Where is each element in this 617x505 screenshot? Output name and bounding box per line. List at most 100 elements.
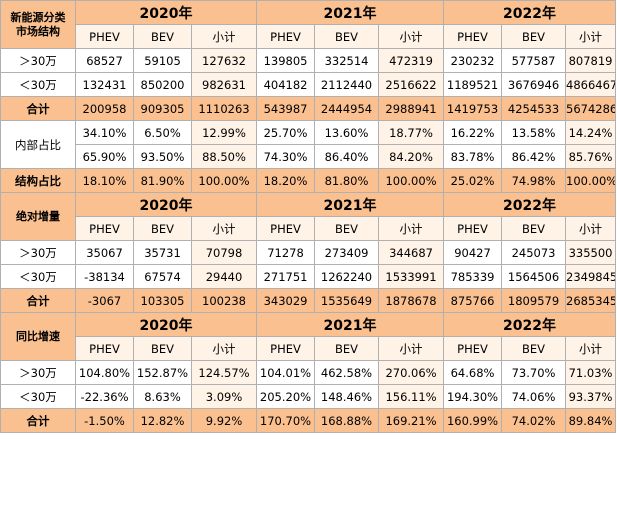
col-label-bev: BEV (314, 24, 380, 49)
table-cell: 18.10% (75, 168, 134, 193)
total-row: 合计 -1.50% 12.82% 9.92% 170.70% 168.88% 1… (0, 408, 617, 433)
year-2021-header: 2021年 (256, 0, 445, 25)
subtotal-cell: 2516622 (378, 72, 445, 97)
section1-corner-line2: 市场结构 (16, 24, 60, 38)
table-row: ＞30万 35067 35731 70798 71278 273409 3446… (0, 240, 617, 265)
col-label-subtotal: 小计 (565, 336, 617, 361)
table-cell: 2112440 (314, 72, 380, 97)
subtotal-cell: 12.99% (190, 120, 258, 145)
col-label-subtotal: 小计 (190, 336, 258, 361)
table-cell: 25.02% (443, 168, 503, 193)
col-label-phev: PHEV (443, 216, 503, 241)
table-cell: 132431 (75, 72, 134, 97)
table-cell: 2444954 (314, 96, 380, 121)
table-cell: 81.80% (314, 168, 380, 193)
col-label-bev: BEV (133, 336, 192, 361)
table-cell: 850200 (133, 72, 192, 97)
row-label: 合计 (0, 408, 76, 433)
col-label-phev: PHEV (443, 24, 503, 49)
col-label-bev: BEV (501, 336, 567, 361)
table-cell: 160.99% (443, 408, 503, 433)
subtotal-cell: 29440 (190, 264, 258, 289)
subtotal-cell: 270.06% (378, 360, 445, 385)
col-label-subtotal: 小计 (378, 336, 445, 361)
table-cell: 104.80% (75, 360, 134, 385)
section1-year-row: 新能源分类 市场结构 2020年 2021年 2022年 (0, 0, 617, 49)
table-cell: 139805 (256, 48, 316, 73)
col-label-phev: PHEV (256, 24, 316, 49)
table-cell: 343029 (256, 288, 316, 313)
market-structure-table: 新能源分类 市场结构 2020年 2021年 2022年 PHEV BEV 小计… (0, 0, 617, 433)
table-cell: 12.82% (133, 408, 192, 433)
table-cell: 74.02% (501, 408, 567, 433)
table-cell: 1535649 (314, 288, 380, 313)
table-cell: 170.70% (256, 408, 316, 433)
subtotal-cell: 335500 (565, 240, 617, 265)
table-cell: 13.60% (314, 120, 380, 145)
col-label-bev: BEV (501, 24, 567, 49)
table-cell: 404182 (256, 72, 316, 97)
table-cell: 148.46% (314, 384, 380, 409)
table-cell: 245073 (501, 240, 567, 265)
table-cell: -22.36% (75, 384, 134, 409)
table-cell: 71278 (256, 240, 316, 265)
table-cell: 785339 (443, 264, 503, 289)
table-cell: 34.10% (75, 120, 134, 145)
subtotal-cell: 124.57% (190, 360, 258, 385)
subtotal-cell: 84.20% (378, 144, 445, 169)
col-label-subtotal: 小计 (378, 24, 445, 49)
table-cell: 74.30% (256, 144, 316, 169)
subtotal-cell: 4866467 (565, 72, 617, 97)
table-cell: 3676946 (501, 72, 567, 97)
col-label-subtotal: 小计 (190, 216, 258, 241)
table-cell: 83.78% (443, 144, 503, 169)
table-cell: 205.20% (256, 384, 316, 409)
table-row: ＜30万 -38134 67574 29440 271751 1262240 1… (0, 264, 617, 289)
table-cell: 59105 (133, 48, 192, 73)
col-label-subtotal: 小计 (565, 216, 617, 241)
table-row: ＞30万 104.80% 152.87% 124.57% 104.01% 462… (0, 360, 617, 385)
table-cell: 8.63% (133, 384, 192, 409)
col-label-bev: BEV (314, 336, 380, 361)
table-row: ＞30万 68527 59105 127632 139805 332514 47… (0, 48, 617, 73)
table-cell: 100.00% (378, 168, 445, 193)
subtotal-cell: 70798 (190, 240, 258, 265)
table-cell: 271751 (256, 264, 316, 289)
table-cell: 25.70% (256, 120, 316, 145)
row-label: ＞30万 (0, 360, 76, 385)
table-cell: 1110263 (190, 96, 258, 121)
subtotal-cell: 93.37% (565, 384, 617, 409)
section3-corner-label: 同比增速 (0, 312, 76, 361)
table-row: ＜30万 132431 850200 982631 404182 2112440… (0, 72, 617, 97)
section2-year-row: 绝对增量 2020年 2021年 2022年 (0, 192, 617, 241)
total-row: 合计 -3067 103305 100238 343029 1535649 18… (0, 288, 617, 313)
table-cell: 577587 (501, 48, 567, 73)
table-cell: 169.21% (378, 408, 445, 433)
subtotal-cell: 127632 (190, 48, 258, 73)
year-2020-header: 2020年 (74, 312, 258, 337)
table-row: 内部占比 34.10% 6.50% 12.99% 25.70% 13.60% 1… (0, 120, 617, 169)
subtotal-cell: 85.76% (565, 144, 617, 169)
row-label: 合计 (0, 96, 76, 121)
row-label: 结构占比 (0, 168, 76, 193)
subtotal-cell: 2349845 (565, 264, 617, 289)
table-cell: 35067 (75, 240, 134, 265)
table-cell: 89.84% (565, 408, 617, 433)
table-cell: 100.00% (565, 168, 617, 193)
year-2020-header: 2020年 (74, 0, 258, 25)
section2-corner-label: 绝对增量 (0, 192, 76, 241)
table-cell: 100238 (190, 288, 258, 313)
subtotal-cell: 472319 (378, 48, 445, 73)
table-cell: 4254533 (501, 96, 567, 121)
subtotal-cell: 71.03% (565, 360, 617, 385)
table-cell: 332514 (314, 48, 380, 73)
subtotal-cell: 3.09% (190, 384, 258, 409)
table-cell: 909305 (133, 96, 192, 121)
table-cell: 100.00% (190, 168, 258, 193)
table-cell: 6.50% (133, 120, 192, 145)
year-2020-header: 2020年 (74, 192, 258, 217)
table-cell: 64.68% (443, 360, 503, 385)
subtotal-cell: 982631 (190, 72, 258, 97)
row-label: 内部占比 (0, 120, 76, 169)
subtotal-cell: 156.11% (378, 384, 445, 409)
